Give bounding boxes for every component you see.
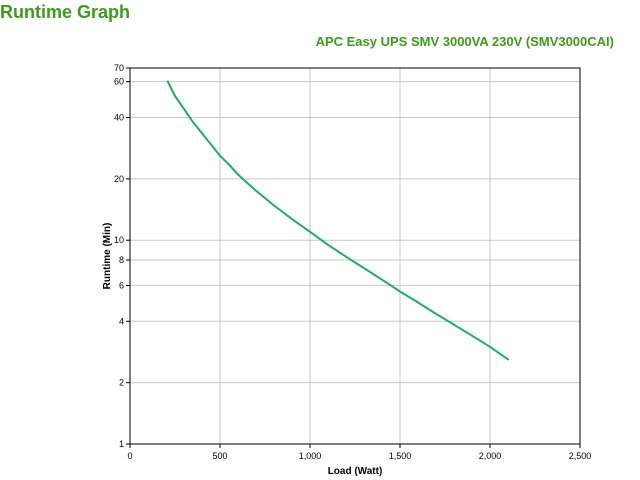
x-tick-label: 1,000 [299,451,322,461]
x-tick-label: 2,000 [479,451,502,461]
y-tick-label: 70 [114,63,124,73]
runtime-series-line [166,80,509,361]
y-tick-label: 20 [114,174,124,184]
tick-labels: 0 500 1,000 1,500 2,000 2,500 1 2 4 6 8 10 20 40 60 70 [114,63,591,461]
grid-lines [130,68,580,444]
y-tick-label: 10 [114,235,124,245]
chart-title: APC Easy UPS SMV 3000VA 230V (SMV3000CAI… [315,34,614,49]
series-layer [166,80,509,361]
x-axis-title: Load (Watt) [328,466,383,477]
y-axis-title: Runtime (Min) [102,223,113,290]
x-tick-label: 2,500 [569,451,592,461]
y-tick-label: 4 [119,316,124,326]
page-title: Runtime Graph [0,2,131,22]
y-tick-label: 60 [114,77,124,87]
y-tick-label: 6 [119,280,124,290]
plot-frame [129,67,581,445]
x-tick-label: 1,500 [389,451,412,461]
x-tick-label: 0 [127,451,132,461]
y-tick-label: 40 [114,113,124,123]
y-tick-label: 2 [119,378,124,388]
y-tick-label: 1 [119,439,124,449]
y-tick-label: 8 [119,255,124,265]
x-tick-label: 500 [212,451,227,461]
